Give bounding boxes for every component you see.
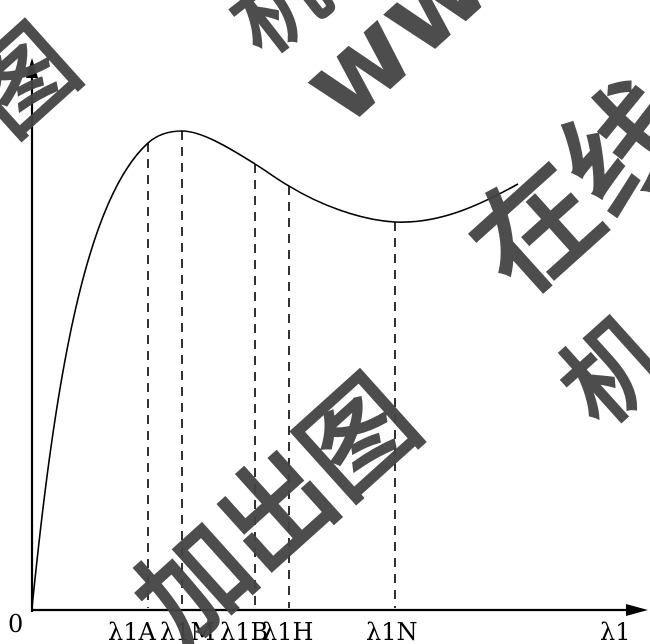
watermark-text: 在线: [446, 58, 650, 322]
marker-label-lambda-1b: λ1B: [220, 618, 268, 644]
marker-label-lambda-1n: λ1N: [366, 618, 417, 644]
watermark-text: 加出图: [112, 353, 443, 644]
marker-label-lambda-1m: λ1M: [160, 618, 215, 644]
origin-label: 0: [8, 610, 23, 638]
marker-label-lambda-1a: λ1A: [108, 618, 156, 644]
watermark-text: 机: [538, 294, 650, 448]
watermark-text: 图: [0, 4, 100, 158]
x-axis-arrow: [626, 604, 648, 616]
y-axis-arrow: [26, 58, 38, 78]
x-axis-label: λ1: [600, 618, 630, 644]
marker-label-lambda-1h: λ1H: [262, 618, 313, 644]
watermark-text: www: [277, 0, 589, 149]
